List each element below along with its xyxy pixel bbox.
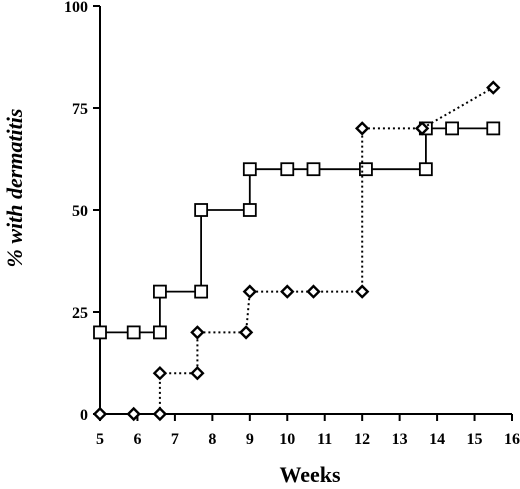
y-tick-label: 100 — [64, 0, 88, 16]
series-layer — [92, 80, 501, 422]
data-point-square — [153, 284, 167, 299]
x-tick-label: 11 — [317, 431, 332, 448]
x-tick-label: 12 — [354, 431, 370, 448]
data-point-square — [445, 121, 459, 136]
x-tick-label: 13 — [392, 431, 408, 448]
x-axis-ticks: 5 6 7 8 9 10 11 12 13 14 15 16 — [96, 414, 520, 448]
data-point-square — [242, 203, 257, 217]
data-point-square — [194, 284, 209, 299]
data-point-diamond — [414, 121, 430, 136]
y-axis-title: % with dermatitis — [2, 109, 27, 268]
x-tick-label: 14 — [429, 431, 445, 448]
x-tick-label: 10 — [279, 431, 295, 448]
data-point-square — [93, 325, 107, 340]
data-point-square — [418, 162, 433, 177]
y-tick-label: 25 — [72, 305, 88, 322]
x-tick-label: 7 — [171, 431, 179, 448]
x-tick-label: 16 — [504, 431, 520, 448]
y-tick-label: 75 — [72, 101, 88, 118]
y-tick-label: 50 — [72, 203, 88, 220]
series-line — [100, 127, 494, 334]
data-point-diamond — [190, 325, 205, 340]
data-point-square — [486, 121, 501, 136]
data-point-square — [280, 162, 295, 177]
data-point-diamond — [92, 406, 108, 422]
data-point-square — [306, 162, 321, 177]
x-tick-label: 5 — [96, 431, 104, 448]
data-point-diamond — [152, 366, 168, 381]
data-point-diamond — [242, 284, 258, 299]
data-point-square — [126, 325, 141, 340]
data-point-diamond — [238, 325, 254, 340]
data-point-diamond — [306, 284, 321, 299]
y-tick-label: 0 — [80, 407, 88, 424]
series-1 — [93, 121, 501, 340]
data-point-square — [194, 203, 209, 217]
y-axis-ticks: 0 25 50 75 100 — [64, 0, 100, 424]
data-point-diamond — [280, 284, 295, 299]
x-tick-label: 6 — [133, 431, 141, 448]
data-point-square — [153, 325, 167, 340]
data-point-square — [242, 162, 257, 177]
x-axis-title: Weeks — [279, 462, 341, 487]
x-tick-label: 8 — [208, 431, 216, 448]
data-point-diamond — [486, 80, 501, 95]
data-point-diamond — [354, 284, 370, 299]
x-tick-label: 9 — [246, 431, 254, 448]
series-line — [100, 86, 494, 415]
series-2 — [92, 80, 501, 422]
data-point-diamond — [354, 121, 370, 136]
x-tick-label: 15 — [467, 431, 483, 448]
plot-area: 5 6 7 8 9 10 11 12 13 14 15 16 0 25 50 75 100 — [64, 0, 520, 448]
data-point-diamond — [152, 406, 168, 422]
data-point-square — [359, 162, 373, 177]
data-point-diamond — [126, 406, 141, 422]
data-point-diamond — [190, 366, 205, 381]
